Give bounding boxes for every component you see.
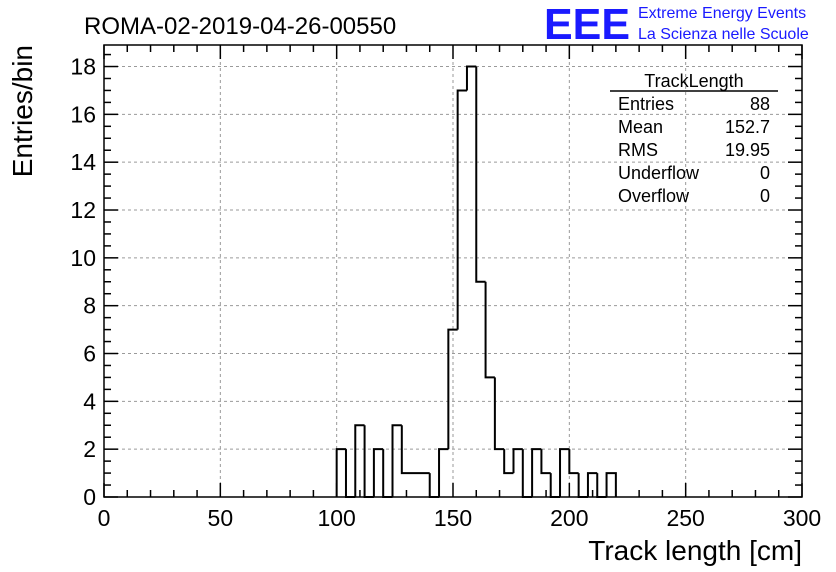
histogram-bin [456,89,467,330]
stats-row-label: Underflow [618,163,700,183]
x-tick-label: 200 [550,505,588,531]
eee-logo-line1: Extreme Energy Events [638,5,806,22]
stats-box-title: TrackLength [644,71,743,91]
x-tick-label: 250 [666,505,704,531]
histogram-bin [354,424,365,497]
x-tick-label: 0 [98,505,111,531]
stats-rows: Entries 88 Mean 152.7 RMS 19.95 Underflow 0 Over… [618,94,770,206]
histogram-bin [465,65,477,91]
y-tick-label: 10 [70,245,96,271]
y-tick-label: 6 [83,341,96,367]
histogram-bin [596,473,607,498]
histogram-bin [605,472,617,497]
y-tick-labels: 0 2 4 6 8 10 12 14 16 18 [70,54,96,510]
stats-row-value: 0 [760,163,770,183]
histogram-bin [586,472,598,497]
histogram-bin [503,449,514,475]
y-tick-label: 8 [83,293,96,319]
stats-row-value: 19.95 [725,140,770,160]
stats-row-label: Mean [618,117,663,137]
histogram-bin [400,425,430,475]
histogram-bin [475,66,486,283]
y-tick-label: 16 [70,101,96,127]
histogram-bin [577,473,588,498]
histogram-bin [428,473,440,498]
stats-row-label: Entries [618,94,674,114]
histogram-bin [531,448,542,497]
histogram-bin [438,448,449,497]
y-tick-label: 0 [83,484,96,510]
stats-box: TrackLength Entries 88 Mean 152.7 RMS 19.95 Un… [610,71,778,206]
run-title: ROMA-02-2019-04-26-00550 [84,13,396,40]
eee-logo-text: EEE [544,0,630,49]
y-tick-label: 12 [70,197,96,223]
eee-logo-line2: La Scienza nelle Scuole [638,26,809,43]
histogram-bin [363,425,374,498]
histogram-bin [344,449,356,498]
axis-ticks [103,45,803,498]
histogram-bin [512,448,523,474]
histogram-bin [335,448,346,497]
histogram-bin [391,424,402,497]
stats-row-value: 152.7 [725,117,770,137]
histogram-bin [372,448,384,497]
stats-row-value: 0 [760,186,770,206]
histogram-bin [568,449,579,475]
y-axis-title: Entries/bin [7,45,38,177]
y-tick-label: 4 [83,388,96,414]
grid-lines [104,45,802,497]
histogram-bin [549,473,561,498]
y-tick-label: 2 [83,436,96,462]
stats-row-label: RMS [618,140,658,160]
y-tick-label: 18 [70,54,96,80]
x-tick-label: 150 [434,505,472,531]
eee-logo: EEE Extreme Energy Events La Scienza nel… [544,0,809,49]
x-tick-label: 100 [317,505,355,531]
y-tick-label: 14 [70,149,96,175]
x-tick-labels: 0 50 100 150 200 250 300 [98,505,822,531]
histogram-bin [382,449,393,498]
x-axis-title: Track length [cm] [588,535,802,566]
histogram-bin [493,377,505,451]
stats-row-label: Overflow [618,186,690,206]
stats-row-value: 88 [750,94,770,114]
histogram-bin [484,281,495,379]
histogram-series [335,65,617,498]
histogram-bin [540,449,551,475]
histogram-bin [447,328,458,450]
histogram-bin [559,448,570,497]
x-tick-label: 300 [783,505,821,531]
histogram-bin [521,449,533,498]
x-tick-label: 50 [208,505,234,531]
